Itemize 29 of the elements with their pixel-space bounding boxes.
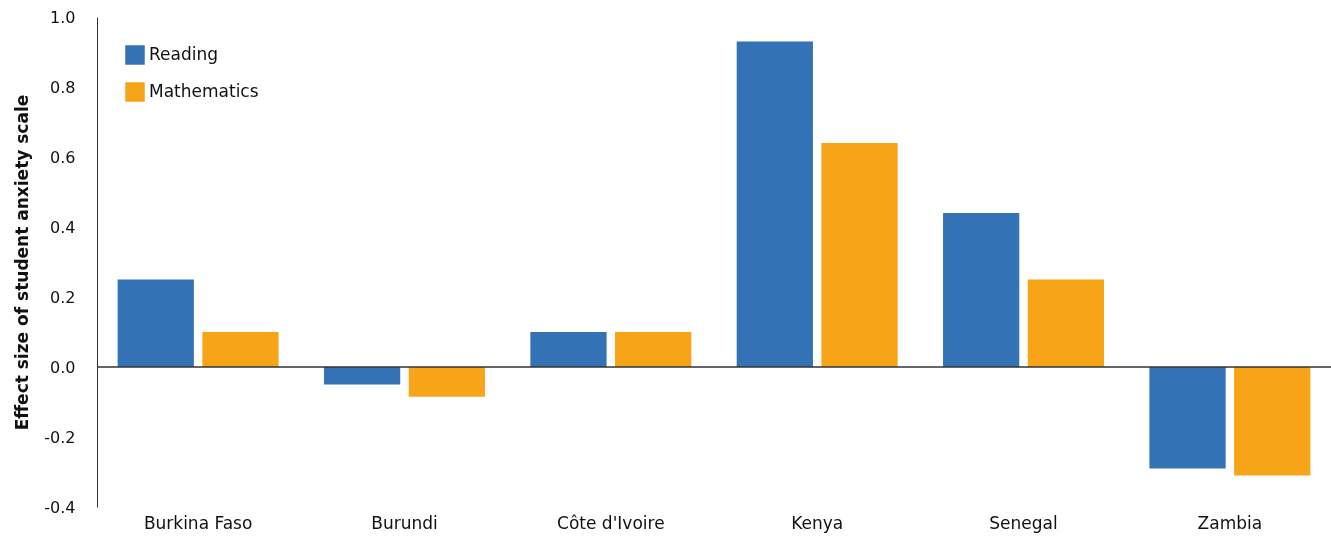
- y-tick-label: 0.6: [50, 147, 76, 167]
- bar: [1149, 367, 1226, 469]
- y-tick-label: 1.0: [50, 7, 76, 27]
- x-tick-label: Côte d'Ivoire: [557, 512, 665, 533]
- y-tick-label: 0.8: [50, 77, 76, 97]
- x-tick-label: Kenya: [791, 512, 844, 533]
- x-tick-label: Zambia: [1197, 512, 1263, 533]
- y-tick-label: -0.4: [44, 497, 76, 517]
- y-tick-label: -0.2: [44, 427, 76, 447]
- legend-label: Reading: [149, 44, 219, 64]
- legend-label: Mathematics: [149, 81, 259, 101]
- bar: [530, 332, 607, 367]
- bar: [117, 279, 194, 367]
- bar: [408, 367, 485, 397]
- bar: [736, 41, 813, 367]
- y-tick-label: 0.2: [50, 287, 76, 307]
- bar: [202, 332, 279, 367]
- x-tick-label: Burundi: [371, 512, 438, 533]
- bar: [943, 213, 1020, 367]
- bar: [323, 367, 401, 385]
- bar: [1027, 279, 1105, 367]
- y-tick-label: 0.4: [50, 217, 76, 237]
- x-tick-label: Senegal: [989, 512, 1058, 533]
- bar: [1234, 367, 1311, 476]
- y-tick-label: 0.0: [50, 357, 76, 377]
- bar: [615, 332, 692, 367]
- y-axis-title: Effect size of student anxiety scale: [12, 94, 33, 431]
- bar: [821, 143, 898, 367]
- x-tick-label: Burkina Faso: [143, 512, 253, 533]
